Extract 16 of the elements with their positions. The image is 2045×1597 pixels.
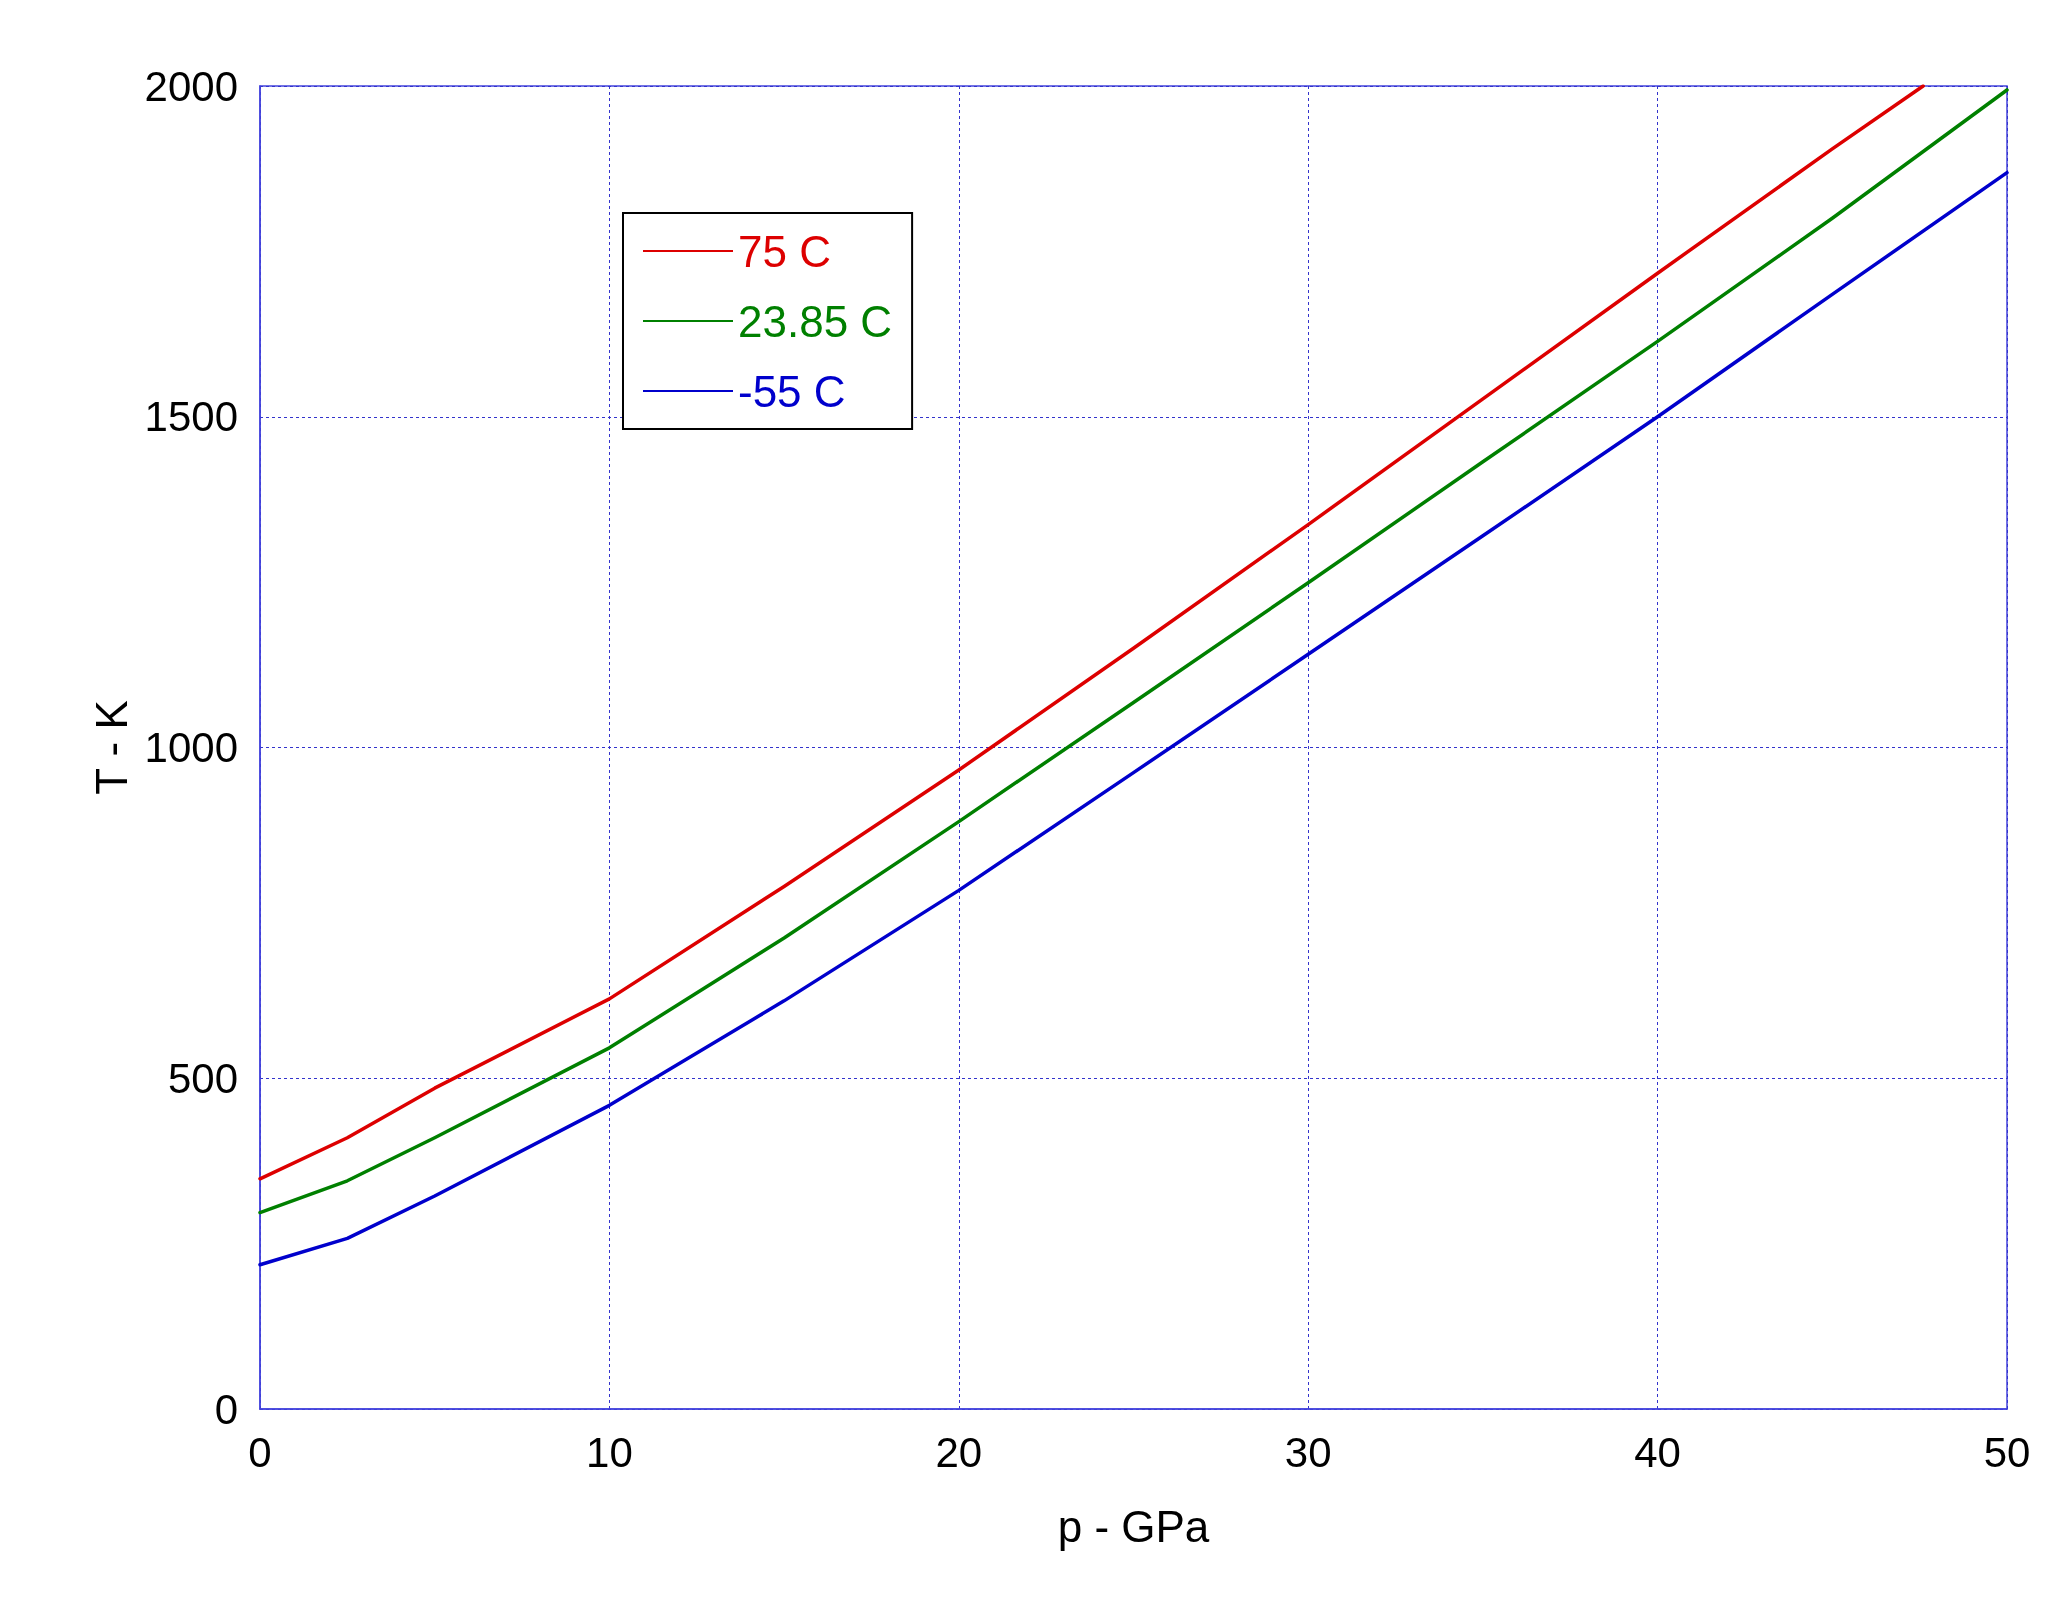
x-tick-label: 20: [935, 1428, 983, 1476]
y-tick-label: 1000: [144, 724, 238, 771]
x-tick-label: 10: [586, 1428, 633, 1476]
y-tick-label: 0: [214, 1385, 238, 1433]
x-tick-label: 50: [1983, 1428, 2031, 1476]
y-tick-label: 2000: [144, 62, 238, 110]
y-tick-label: 1500: [144, 393, 238, 441]
y-axis-title: T - K: [87, 700, 137, 795]
legend-label: 23.85 C: [738, 296, 893, 346]
x-axis-title: p - GPa: [1057, 1501, 1210, 1551]
x-tick-label: 30: [1284, 1428, 1332, 1476]
y-tick-label: 500: [167, 1054, 238, 1102]
legend-label: 75 C: [738, 226, 831, 276]
legend-label: -55 C: [738, 366, 846, 416]
x-tick-label: 40: [1634, 1428, 1681, 1476]
x-tick-label: 0: [248, 1428, 272, 1476]
